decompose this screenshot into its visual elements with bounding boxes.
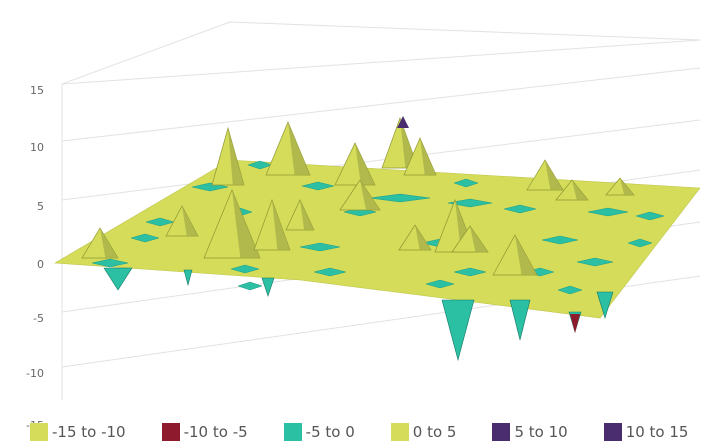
surface-dip — [313, 267, 347, 277]
surface-peak-shade — [232, 190, 260, 258]
surface-dip — [503, 204, 537, 214]
surface-plane — [54, 159, 701, 319]
legend-swatch — [492, 423, 511, 441]
surface-plot — [54, 116, 701, 362]
z-tick-label: -5 — [33, 312, 44, 325]
surface-peak-shade — [288, 122, 310, 175]
surface-dip — [301, 181, 335, 191]
gridline — [61, 21, 231, 85]
surface-dip — [237, 281, 263, 291]
surface-spike — [596, 291, 614, 320]
legend-label: 10 to 15 — [625, 423, 689, 441]
legend-item: 5 to 10 — [492, 423, 568, 441]
surface-dip — [587, 207, 629, 217]
surface-peak-shade — [545, 160, 563, 190]
z-tick-label: 10 — [30, 141, 44, 154]
surface-peak-shade — [228, 128, 244, 185]
surface-dip — [230, 264, 260, 274]
gridline — [61, 119, 701, 201]
surface-peak-shade — [515, 235, 537, 275]
legend-item: 0 to 5 — [390, 423, 457, 441]
surface-dip — [541, 235, 579, 245]
surface-dip — [91, 258, 129, 268]
legend-swatch — [603, 423, 622, 441]
surface-dip — [453, 267, 487, 277]
surface-peak-shade — [182, 206, 198, 236]
surface-dip — [627, 238, 653, 248]
gridline — [229, 21, 701, 41]
legend-item: -5 to 0 — [283, 423, 355, 441]
surface-peak-shade — [355, 143, 375, 185]
legend: -15 to -10 -10 to -5 -5 to 0 0 to 5 5 to 10 1… — [30, 421, 723, 443]
surface-dip — [425, 279, 455, 289]
surface-peak-shade — [100, 228, 118, 258]
legend-label: -15 to -10 — [52, 423, 126, 441]
surface-dip — [369, 193, 431, 203]
legend-label: -10 to -5 — [183, 423, 248, 441]
surface-dip — [635, 211, 665, 221]
surface-peak-shade — [470, 226, 488, 252]
legend-item: 10 to 15 — [603, 423, 689, 441]
z-tick-label: -10 — [26, 367, 44, 380]
surface-dip — [453, 178, 479, 188]
z-tick-label: 15 — [30, 84, 44, 97]
gridline — [61, 39, 701, 85]
legend-label: 0 to 5 — [412, 423, 457, 441]
legend-swatch — [161, 423, 180, 441]
surface-peak-shade — [620, 178, 634, 195]
legend-item: -15 to -10 — [30, 423, 126, 441]
surface-spike-deep — [570, 314, 580, 333]
z-tick-label: 5 — [37, 200, 44, 213]
legend-swatch — [283, 423, 302, 441]
surface-spike — [103, 267, 133, 291]
surface-dip — [299, 242, 341, 252]
surface-peak-shade — [300, 200, 314, 230]
legend-swatch — [30, 423, 48, 441]
legend-swatch — [390, 423, 409, 441]
surface-peak-shade — [360, 180, 380, 210]
surface-spike — [441, 299, 475, 362]
surface-spike — [261, 277, 275, 297]
surface-dip — [576, 257, 614, 267]
surface-spike — [183, 269, 193, 287]
surface-peak-top — [397, 116, 409, 128]
gridline — [61, 67, 701, 142]
surface-spike — [509, 299, 531, 341]
surface-dip — [557, 285, 583, 295]
z-tick-label: 0 — [37, 258, 44, 271]
surface-peak-shade — [420, 138, 436, 175]
legend-label: -5 to 0 — [305, 423, 355, 441]
surface-dip — [447, 198, 493, 208]
surface-peak-shade — [415, 225, 431, 250]
surface-peak-shade — [272, 200, 290, 250]
surface-peak-shade — [572, 180, 588, 200]
legend-label: 5 to 10 — [514, 423, 568, 441]
legend-item: -10 to -5 — [161, 423, 248, 441]
surface-dip — [130, 233, 160, 243]
